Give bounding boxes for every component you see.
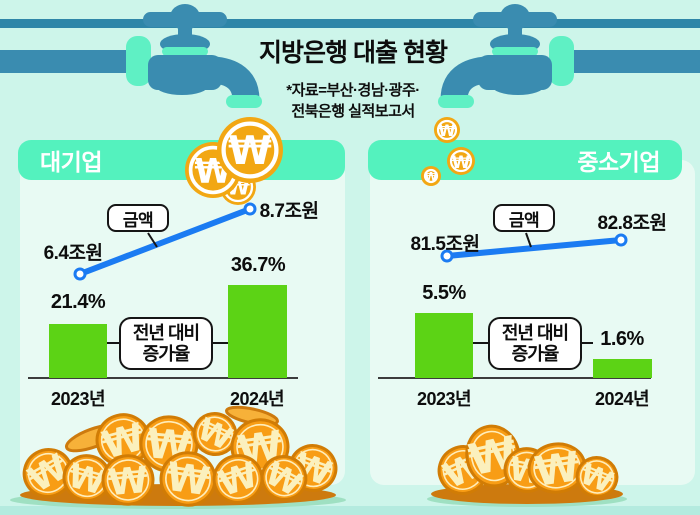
bar-series xyxy=(415,313,652,378)
source-note-line2: 전북은행 실적보고서 xyxy=(291,103,415,120)
callout-tail xyxy=(147,232,158,248)
growth-callout: 전년 대비 증가율 xyxy=(119,317,213,370)
bar xyxy=(228,285,287,378)
chart-canvas-sme xyxy=(378,232,652,379)
line-start-value: 6.4조원 xyxy=(43,243,103,264)
growth-callout-line1: 전년 대비 xyxy=(132,322,200,343)
pile-base xyxy=(20,484,336,506)
page-title: 지방은행 대출 현황 xyxy=(259,39,448,67)
bar-series xyxy=(49,285,287,378)
bar-value-2023: 21.4% xyxy=(50,291,106,313)
panel-title: 대기업 xyxy=(40,149,102,175)
panel-header-sme: 중소기업 xyxy=(368,140,682,180)
bar-value-2024: 36.7% xyxy=(230,254,286,276)
bar-value-2023: 5.5% xyxy=(422,282,466,304)
source-note-line1: *자료=부산·경남·광주· xyxy=(286,82,420,99)
pile-base xyxy=(431,484,623,504)
panel-header-large-corp: 대기업 xyxy=(18,140,345,180)
line-point-2023 xyxy=(73,267,87,281)
growth-callout-line1: 전년 대비 xyxy=(501,322,569,343)
x-label-2024: 2024년 xyxy=(594,389,650,409)
line-end-value: 82.8조원 xyxy=(597,213,667,234)
growth-callout-line2: 증가율 xyxy=(511,343,560,364)
amount-callout: 금액 xyxy=(107,204,169,232)
amount-callout: 금액 xyxy=(493,204,555,232)
svg-text:₩: ₩ xyxy=(438,122,455,140)
bar xyxy=(49,324,107,378)
chart-canvas-large-corp xyxy=(28,202,298,379)
x-label-2023: 2023년 xyxy=(50,389,106,409)
line-point-2023 xyxy=(440,249,454,263)
bottom-ground-band xyxy=(0,506,700,515)
x-label-2023: 2023년 xyxy=(416,389,472,409)
callout-tail xyxy=(525,232,532,248)
growth-callout-line2: 증가율 xyxy=(142,343,191,364)
bar xyxy=(593,359,652,378)
top-pipe-band xyxy=(0,19,700,28)
line-start-value: 81.5조원 xyxy=(410,234,480,255)
source-note: *자료=부산·경남·광주· 전북은행 실적보고서 xyxy=(238,80,468,122)
amount-line xyxy=(444,237,624,259)
x-label-2024: 2024년 xyxy=(229,389,285,409)
title-block: 지방은행 대출 현황 *자료=부산·경남·광주· 전북은행 실적보고서 xyxy=(238,33,468,122)
growth-callout: 전년 대비 증가율 xyxy=(488,317,582,370)
bar-value-2024: 1.6% xyxy=(600,328,644,350)
faucet-icon xyxy=(0,4,262,108)
bar xyxy=(415,313,473,378)
pile-shadow xyxy=(427,491,627,507)
line-point-2024 xyxy=(614,233,628,247)
panel-sme: 중소기업 81.5조원 82.8조원 금액 전년 대비 증가율 5.5% 1.6… xyxy=(368,140,695,485)
panel-title: 중소기업 xyxy=(577,149,660,175)
amount-line xyxy=(77,206,253,277)
line-end-value: 8.7조원 xyxy=(259,201,319,222)
faucet-icon xyxy=(438,4,700,108)
panel-large-corp: 대기업 6.4조원 8.7조원 금액 전년 대비 증가율 21.4% 36.7%… xyxy=(18,140,345,485)
